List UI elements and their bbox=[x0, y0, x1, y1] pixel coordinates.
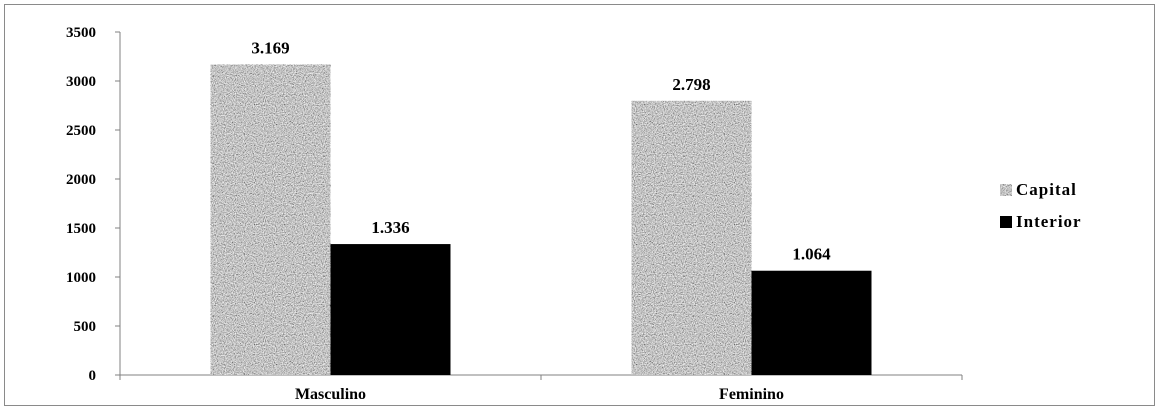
y-tick-label: 2000 bbox=[66, 172, 96, 188]
data-labels: 3.169 1.336 2.798 1.064 bbox=[251, 38, 831, 263]
legend-label: Capital bbox=[1016, 180, 1077, 199]
chart-frame bbox=[4, 4, 1155, 406]
legend-label: Interior bbox=[1016, 212, 1082, 231]
legend: Capital Interior bbox=[1000, 180, 1082, 231]
bar-capital-masculino bbox=[210, 64, 331, 376]
data-label: 1.336 bbox=[371, 218, 409, 237]
bars bbox=[210, 64, 872, 376]
y-tick-label: 0 bbox=[89, 368, 97, 384]
y-tick-label: 1500 bbox=[66, 221, 96, 237]
legend-swatch bbox=[1000, 216, 1012, 228]
bar-interior-masculino bbox=[330, 244, 451, 375]
data-label: 2.798 bbox=[672, 75, 710, 94]
data-label: 3.169 bbox=[251, 38, 289, 57]
bar-interior-feminino bbox=[751, 270, 872, 375]
y-tick-label: 500 bbox=[74, 319, 97, 335]
data-label: 1.064 bbox=[792, 245, 831, 264]
y-tick-label: 1000 bbox=[66, 270, 96, 286]
legend-swatch bbox=[1000, 184, 1012, 196]
y-tick-label: 2500 bbox=[66, 123, 96, 139]
y-tick-label: 3000 bbox=[66, 74, 96, 90]
x-category-label: Masculino bbox=[295, 386, 366, 403]
bar-capital-feminino bbox=[631, 100, 752, 376]
x-category-label: Feminino bbox=[719, 386, 784, 403]
y-tick-label: 3500 bbox=[66, 25, 96, 41]
